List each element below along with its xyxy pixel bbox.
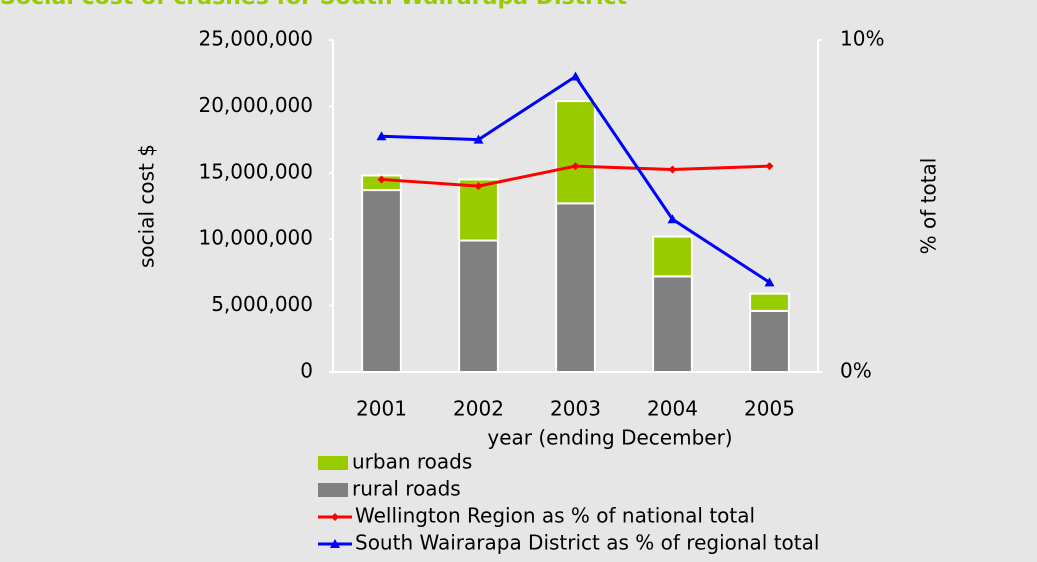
bar (749, 309, 790, 373)
bar (458, 239, 499, 373)
x-tick-label: 2005 (744, 397, 795, 421)
y-axis-label: social cost $ (135, 144, 159, 268)
y2-tick-label: 10% (840, 27, 884, 51)
marker (765, 162, 774, 171)
legend-swatch (318, 456, 348, 470)
marker (571, 162, 580, 171)
x-tick-label: 2002 (453, 397, 504, 421)
y-tick-label: 15,000,000 (198, 159, 313, 183)
y2-tick-label: 0% (840, 359, 872, 383)
y-tick-label: 0 (300, 359, 313, 383)
marker (668, 165, 677, 174)
legend-label: Wellington Region as % of national total (355, 504, 755, 528)
marker (331, 513, 339, 521)
marker (377, 175, 386, 184)
y-tick-label: 20,000,000 (198, 93, 313, 117)
y-tick-label: 25,000,000 (198, 27, 313, 51)
x-tick-label: 2001 (356, 397, 407, 421)
bar (652, 275, 693, 373)
legend-label: urban roads (352, 450, 472, 474)
marker (667, 214, 678, 224)
x-axis-label: year (ending December) (487, 426, 732, 450)
bar (652, 235, 693, 278)
legend-label: South Wairarapa District as % of regiona… (355, 531, 819, 555)
chart-title: Social cost of crashes for South Wairara… (0, 0, 628, 10)
marker (570, 71, 581, 81)
y-tick-label: 5,000,000 (211, 292, 313, 316)
y-tick-label: 10,000,000 (198, 226, 313, 250)
marker (376, 131, 387, 141)
bar (555, 100, 596, 205)
bar (555, 202, 596, 373)
bar (361, 189, 402, 373)
marker (474, 182, 483, 191)
marker (473, 134, 484, 144)
legend-label: rural roads (352, 477, 461, 501)
y2-axis-label: % of total (917, 158, 941, 255)
x-tick-label: 2004 (647, 397, 698, 421)
marker (764, 277, 775, 287)
marker (330, 539, 340, 548)
bar (458, 178, 499, 242)
legend-swatch (318, 483, 348, 497)
bar (749, 292, 790, 312)
x-tick-label: 2003 (550, 397, 601, 421)
